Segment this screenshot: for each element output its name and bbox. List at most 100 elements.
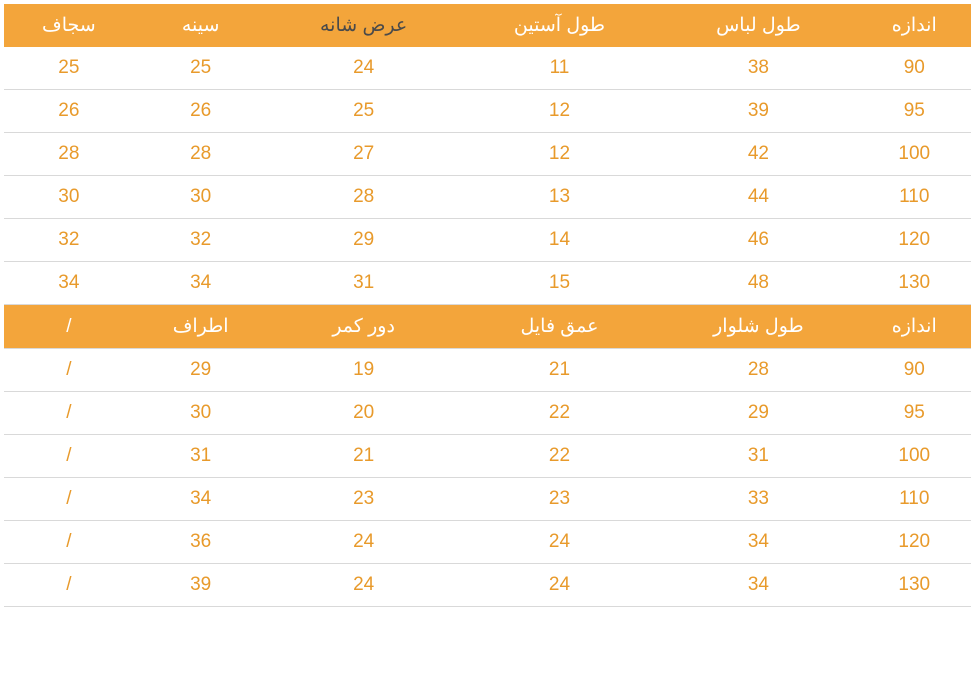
t2-cell: 28 <box>659 349 857 392</box>
table-row: 13034242439/ <box>4 564 971 607</box>
t2-cell: 21 <box>268 435 460 478</box>
table-row: 10031222131/ <box>4 435 971 478</box>
t2-h0: اندازه <box>858 305 971 349</box>
t1-h0: اندازه <box>858 4 971 47</box>
t1-cell: 42 <box>659 133 857 176</box>
t2-cell: 36 <box>134 521 268 564</box>
t1-cell: 32 <box>4 219 134 262</box>
t2-cell: 29 <box>134 349 268 392</box>
t2-cell: / <box>4 435 134 478</box>
t1-cell: 11 <box>460 47 659 90</box>
t2-cell: 100 <box>858 435 971 478</box>
t2-cell: / <box>4 564 134 607</box>
t1-cell: 24 <box>268 47 460 90</box>
table-row: 12034242436/ <box>4 521 971 564</box>
t2-cell: 130 <box>858 564 971 607</box>
t2-cell: 95 <box>858 392 971 435</box>
t1-cell: 12 <box>460 90 659 133</box>
t1-cell: 100 <box>858 133 971 176</box>
t1-cell: 95 <box>858 90 971 133</box>
t1-cell: 28 <box>268 176 460 219</box>
table-row: 953912252626 <box>4 90 971 133</box>
t2-cell: 34 <box>134 478 268 521</box>
t1-cell: 14 <box>460 219 659 262</box>
t2-cell: 20 <box>268 392 460 435</box>
t2-cell: 34 <box>659 521 857 564</box>
t1-h1: طول لباس <box>659 4 857 47</box>
size-chart-table: اندازه طول لباس طول آستین عرض شانه سینه … <box>4 4 971 607</box>
t1-cell: 13 <box>460 176 659 219</box>
t2-cell: 22 <box>460 392 659 435</box>
table2-body: 9028211929/9529222030/10031222131/110332… <box>4 349 971 607</box>
t2-cell: / <box>4 521 134 564</box>
t2-cell: 21 <box>460 349 659 392</box>
t2-h2: عمق فایل <box>460 305 659 349</box>
t1-cell: 25 <box>268 90 460 133</box>
t1-h3: عرض شانه <box>268 4 460 47</box>
table-row: 1204614293232 <box>4 219 971 262</box>
t2-cell: 24 <box>268 564 460 607</box>
t1-cell: 44 <box>659 176 857 219</box>
t2-cell: 39 <box>134 564 268 607</box>
t1-cell: 28 <box>134 133 268 176</box>
t1-cell: 27 <box>268 133 460 176</box>
t1-cell: 120 <box>858 219 971 262</box>
t1-cell: 110 <box>858 176 971 219</box>
table-row: 11033232334/ <box>4 478 971 521</box>
t2-cell: 33 <box>659 478 857 521</box>
t1-cell: 25 <box>134 47 268 90</box>
t2-cell: 90 <box>858 349 971 392</box>
t1-cell: 130 <box>858 262 971 305</box>
table-row: 1004212272828 <box>4 133 971 176</box>
t2-cell: 23 <box>460 478 659 521</box>
t2-cell: 24 <box>460 521 659 564</box>
t1-cell: 30 <box>4 176 134 219</box>
t1-cell: 34 <box>4 262 134 305</box>
t2-cell: 31 <box>659 435 857 478</box>
t2-h5: / <box>4 305 134 349</box>
t2-cell: 29 <box>659 392 857 435</box>
t1-cell: 12 <box>460 133 659 176</box>
t2-cell: 24 <box>460 564 659 607</box>
t1-cell: 15 <box>460 262 659 305</box>
t1-cell: 32 <box>134 219 268 262</box>
t1-cell: 28 <box>4 133 134 176</box>
t1-h5: سجاف <box>4 4 134 47</box>
t2-h3: دور کمر <box>268 305 460 349</box>
table-row: 903811242525 <box>4 47 971 90</box>
t2-cell: / <box>4 392 134 435</box>
t2-cell: 120 <box>858 521 971 564</box>
table-row: 1304815313434 <box>4 262 971 305</box>
t1-cell: 90 <box>858 47 971 90</box>
table-row: 9529222030/ <box>4 392 971 435</box>
t1-cell: 46 <box>659 219 857 262</box>
t1-cell: 29 <box>268 219 460 262</box>
t2-cell: 31 <box>134 435 268 478</box>
t1-cell: 38 <box>659 47 857 90</box>
t1-cell: 26 <box>4 90 134 133</box>
t1-cell: 26 <box>134 90 268 133</box>
t2-h4: اطراف <box>134 305 268 349</box>
t2-cell: 22 <box>460 435 659 478</box>
t2-cell: 24 <box>268 521 460 564</box>
t2-cell: / <box>4 349 134 392</box>
t1-cell: 34 <box>134 262 268 305</box>
t2-cell: 19 <box>268 349 460 392</box>
t1-h2: طول آستین <box>460 4 659 47</box>
t2-cell: 30 <box>134 392 268 435</box>
t1-cell: 30 <box>134 176 268 219</box>
t2-cell: 110 <box>858 478 971 521</box>
table1-body: 9038112425259539122526261004212272828110… <box>4 47 971 305</box>
t1-cell: 48 <box>659 262 857 305</box>
table2-header: اندازه طول شلوار عمق فایل دور کمر اطراف … <box>4 305 971 349</box>
table-row: 1104413283030 <box>4 176 971 219</box>
table-row: 9028211929/ <box>4 349 971 392</box>
t2-cell: 34 <box>659 564 857 607</box>
t1-cell: 25 <box>4 47 134 90</box>
t1-cell: 31 <box>268 262 460 305</box>
t2-h1: طول شلوار <box>659 305 857 349</box>
t2-cell: 23 <box>268 478 460 521</box>
table1-header: اندازه طول لباس طول آستین عرض شانه سینه … <box>4 4 971 47</box>
t2-cell: / <box>4 478 134 521</box>
t1-h4: سینه <box>134 4 268 47</box>
